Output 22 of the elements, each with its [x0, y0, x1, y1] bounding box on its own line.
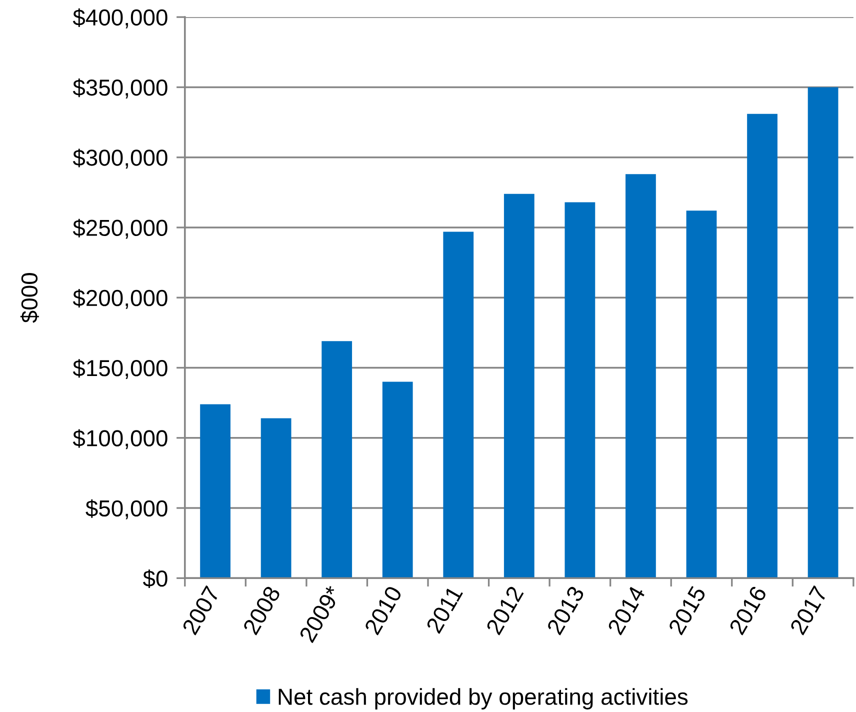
bar: [200, 404, 230, 578]
bar: [504, 194, 534, 578]
bar: [260, 418, 292, 578]
y-tick-label: $400,000: [72, 8, 168, 28]
bar: [808, 87, 838, 578]
bar: [322, 341, 352, 578]
y-tick-label: $150,000: [72, 359, 168, 379]
y-tick-label: $50,000: [86, 499, 168, 520]
y-tick-label: $100,000: [72, 429, 168, 450]
bar: [747, 114, 778, 578]
legend-label: Net cash provided by operating activities: [278, 688, 688, 710]
bar: [626, 174, 656, 578]
bar: [443, 232, 474, 578]
bar: [382, 382, 413, 578]
y-tick-label: $200,000: [72, 288, 168, 309]
y-tick-label: $350,000: [72, 78, 168, 98]
y-tick-label: $250,000: [72, 218, 168, 239]
y-tick-label: $0: [142, 569, 168, 588]
y-tick-label: $300,000: [72, 148, 168, 169]
bar: [564, 202, 596, 578]
bar: [686, 210, 717, 578]
y-axis-title: $000: [20, 273, 39, 323]
